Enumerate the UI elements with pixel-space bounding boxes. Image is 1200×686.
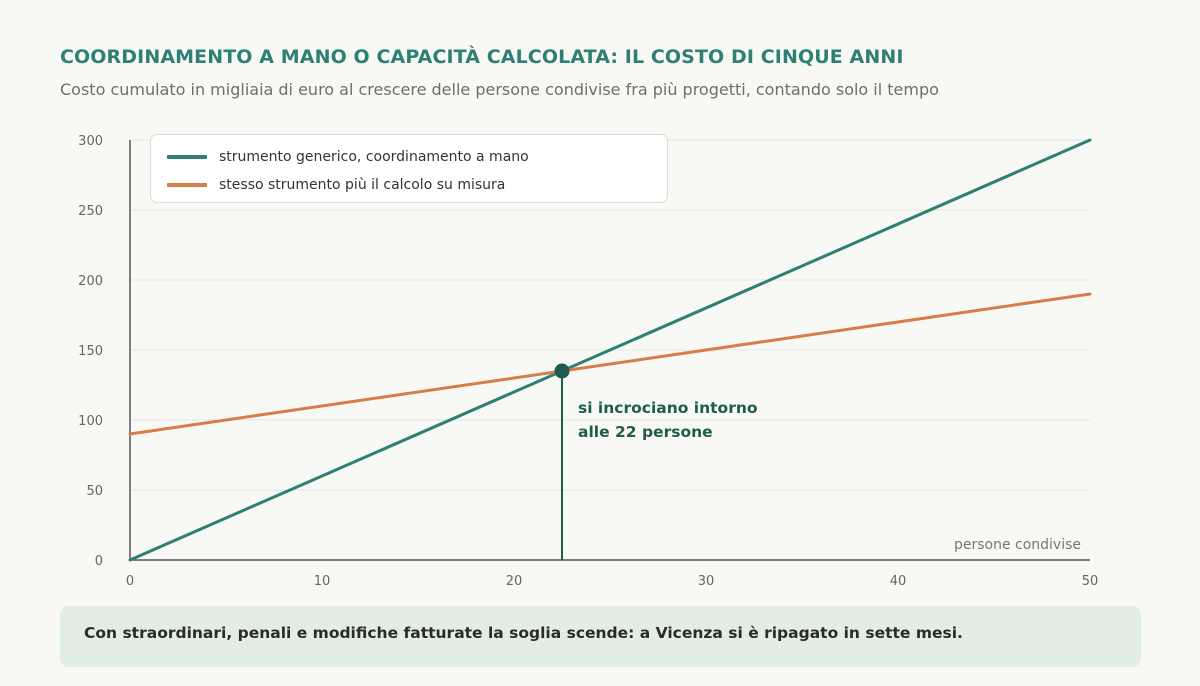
x-axis-label: persone condivise xyxy=(954,537,1081,553)
series-line-2 xyxy=(128,292,1092,436)
chart-legend: strumento generico, coordinamento a mano… xyxy=(150,134,668,203)
footer-note: Con straordinari, penali e modifiche fat… xyxy=(60,606,1141,667)
y-tick-label-250: 250 xyxy=(78,204,103,219)
y-tick-label-300: 300 xyxy=(78,134,103,149)
y-tick-label-0: 0 xyxy=(95,554,103,569)
x-tick-label-20: 20 xyxy=(506,574,523,589)
crossover-point xyxy=(554,363,570,379)
legend-label-calculated: stesso strumento più il calcolo su misur… xyxy=(219,177,506,193)
legend-swatch-calculated xyxy=(167,183,207,187)
legend-label-manual: strumento generico, coordinamento a mano xyxy=(219,149,529,165)
x-tick-label-50: 50 xyxy=(1082,574,1099,589)
x-tick-label-0: 0 xyxy=(126,574,134,589)
legend-swatch-manual xyxy=(167,155,207,159)
y-tick-label-100: 100 xyxy=(78,414,103,429)
x-tick-label-10: 10 xyxy=(314,574,331,589)
chart-title: COORDINAMENTO A MANO O CAPACITÀ CALCOLAT… xyxy=(60,46,904,68)
annotation-line-2: alle 22 persone xyxy=(578,423,713,441)
crossover-annotation: si incrociano intorno alle 22 persone xyxy=(578,396,758,444)
y-tick-label-150: 150 xyxy=(78,344,103,359)
y-tick-label-200: 200 xyxy=(78,274,103,289)
legend-item-calculated: stesso strumento più il calcolo su misur… xyxy=(167,175,505,195)
legend-item-manual: strumento generico, coordinamento a mano xyxy=(167,147,529,167)
chart-subtitle: Costo cumulato in migliaia di euro al cr… xyxy=(60,80,939,99)
x-tick-label-40: 40 xyxy=(890,574,907,589)
x-tick-label-30: 30 xyxy=(698,574,715,589)
series-line-1 xyxy=(128,138,1092,562)
annotation-line-1: si incrociano intorno xyxy=(578,399,758,417)
y-tick-label-50: 50 xyxy=(86,484,103,499)
